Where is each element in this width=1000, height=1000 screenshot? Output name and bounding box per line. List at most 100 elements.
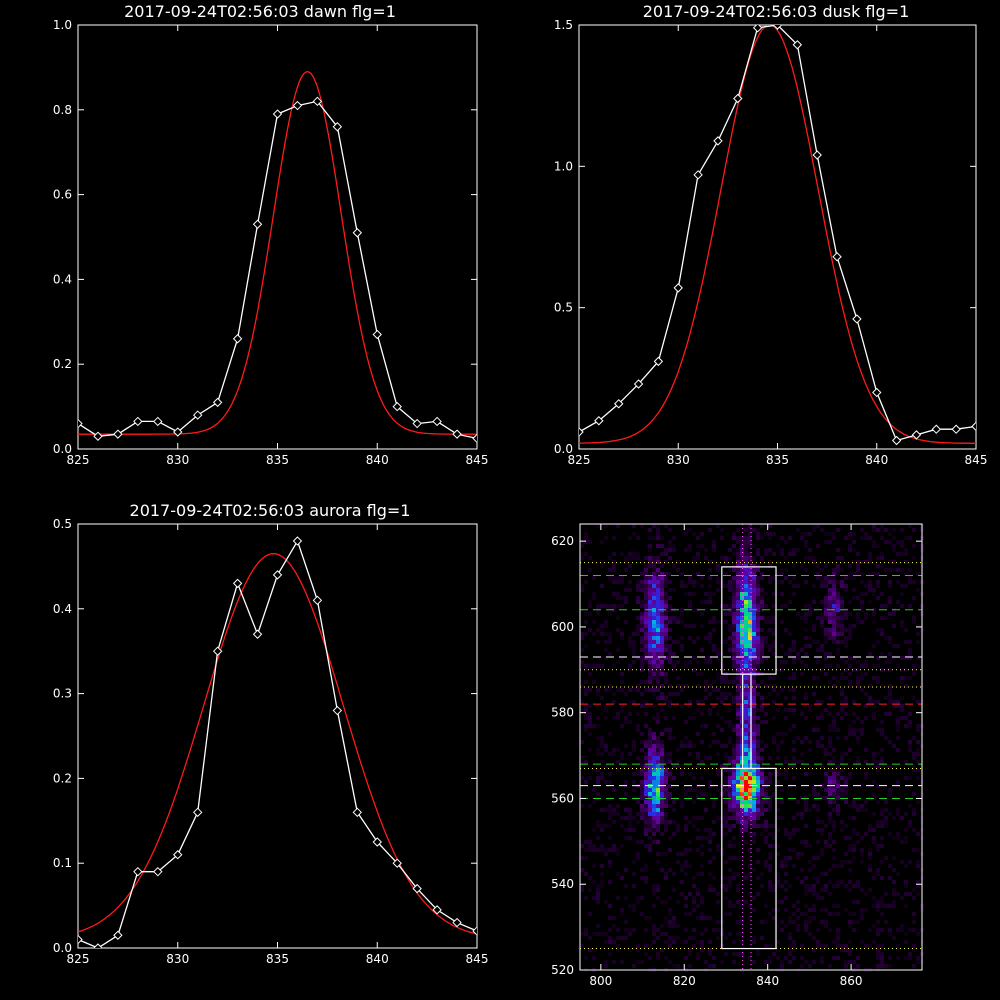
- heatmap-cell: [752, 628, 756, 632]
- heatmap-cell: [772, 532, 776, 536]
- heatmap-cell: [648, 640, 652, 644]
- heatmap-cell: [772, 836, 776, 840]
- heatmap-cell: [588, 556, 592, 560]
- heatmap-cell: [632, 700, 636, 704]
- heatmap-cell: [848, 544, 852, 548]
- heatmap-cell: [744, 764, 748, 768]
- heatmap-cell: [748, 540, 752, 544]
- heatmap-cell: [740, 568, 744, 572]
- heatmap-cell: [660, 656, 664, 660]
- heatmap-cell: [708, 840, 712, 844]
- heatmap-cell: [768, 756, 772, 760]
- heatmap-cell: [836, 572, 840, 576]
- heatmap-cell: [856, 716, 860, 720]
- heatmap-cell: [644, 652, 648, 656]
- heatmap-cell: [836, 728, 840, 732]
- heatmap-cell: [648, 592, 652, 596]
- heatmap-cell: [780, 740, 784, 744]
- heatmap-cell: [712, 544, 716, 548]
- heatmap-cell: [860, 572, 864, 576]
- heatmap-cell: [644, 628, 648, 632]
- heatmap-cell: [892, 836, 896, 840]
- heatmap-cell: [904, 560, 908, 564]
- heatmap-cell: [664, 760, 668, 764]
- heatmap-cell: [888, 584, 892, 588]
- heatmap-cell: [692, 944, 696, 948]
- heatmap-cell: [828, 696, 832, 700]
- heatmap-cell: [652, 768, 656, 772]
- heatmap-cell: [896, 892, 900, 896]
- heatmap-cell: [584, 692, 588, 696]
- heatmap-cell: [660, 632, 664, 636]
- data-point-marker: [951, 424, 961, 434]
- heatmap-cell: [908, 952, 912, 956]
- heatmap-cell: [744, 700, 748, 704]
- heatmap-cell: [868, 852, 872, 856]
- heatmap-cell: [768, 648, 772, 652]
- heatmap-cell: [828, 880, 832, 884]
- heatmap-cell: [728, 780, 732, 784]
- heatmap-cell: [808, 764, 812, 768]
- heatmap-cell: [760, 720, 764, 724]
- heatmap-cell: [684, 528, 688, 532]
- heatmap-cell: [712, 592, 716, 596]
- heatmap-cell: [652, 784, 656, 788]
- heatmap-cell: [704, 680, 708, 684]
- heatmap-cell: [740, 776, 744, 780]
- heatmap-cell: [696, 816, 700, 820]
- heatmap-cell: [800, 564, 804, 568]
- heatmap-cell: [832, 768, 836, 772]
- heatmap-cell: [656, 680, 660, 684]
- heatmap-cell: [808, 608, 812, 612]
- heatmap-cell: [888, 640, 892, 644]
- heatmap-cell: [752, 800, 756, 804]
- heatmap-cell: [648, 580, 652, 584]
- heatmap-cell: [672, 872, 676, 876]
- heatmap-cell: [828, 868, 832, 872]
- heatmap-cell: [652, 924, 656, 928]
- heatmap-cell: [652, 748, 656, 752]
- heatmap-cell: [596, 888, 600, 892]
- heatmap-cell: [760, 604, 764, 608]
- data-point-marker: [772, 25, 783, 30]
- heatmap-cell: [860, 604, 864, 608]
- heatmap-cell: [856, 728, 860, 732]
- heatmap-cell: [764, 696, 768, 700]
- heatmap-cell: [608, 808, 612, 812]
- heatmap-cell: [580, 756, 584, 760]
- heatmap-cell: [648, 820, 652, 824]
- heatmap-cell: [612, 536, 616, 540]
- heatmap-cell: [720, 696, 724, 700]
- heatmap-cell: [736, 708, 740, 712]
- heatmap-cell: [648, 780, 652, 784]
- heatmap-cell: [596, 776, 600, 780]
- heatmap-cell: [812, 856, 816, 860]
- heatmap-cell: [752, 756, 756, 760]
- heatmap-cell: [776, 668, 780, 672]
- heatmap-cell: [800, 956, 804, 960]
- heatmap-cell: [752, 836, 756, 840]
- heatmap-cell: [704, 916, 708, 920]
- heatmap-cell: [772, 916, 776, 920]
- heatmap-cell: [748, 544, 752, 548]
- heatmap-cell: [896, 956, 900, 960]
- heatmap-cell: [608, 652, 612, 656]
- x-tick-label: 825: [568, 453, 591, 467]
- heatmap-cell: [776, 800, 780, 804]
- heatmap-cell: [756, 592, 760, 596]
- heatmap-cell: [912, 944, 916, 948]
- heatmap-cell: [748, 724, 752, 728]
- heatmap-cell: [600, 540, 604, 544]
- heatmap-cell: [784, 604, 788, 608]
- heatmap-cell: [716, 620, 720, 624]
- heatmap-cell: [652, 796, 656, 800]
- heatmap-cell: [884, 964, 888, 968]
- heatmap-cell: [748, 776, 752, 780]
- data-point-marker: [352, 228, 363, 238]
- heatmap-cell: [624, 808, 628, 812]
- heatmap-cell: [684, 744, 688, 748]
- data-point-marker: [332, 705, 343, 716]
- heatmap-cell: [792, 648, 796, 652]
- heatmap-cell: [840, 656, 844, 660]
